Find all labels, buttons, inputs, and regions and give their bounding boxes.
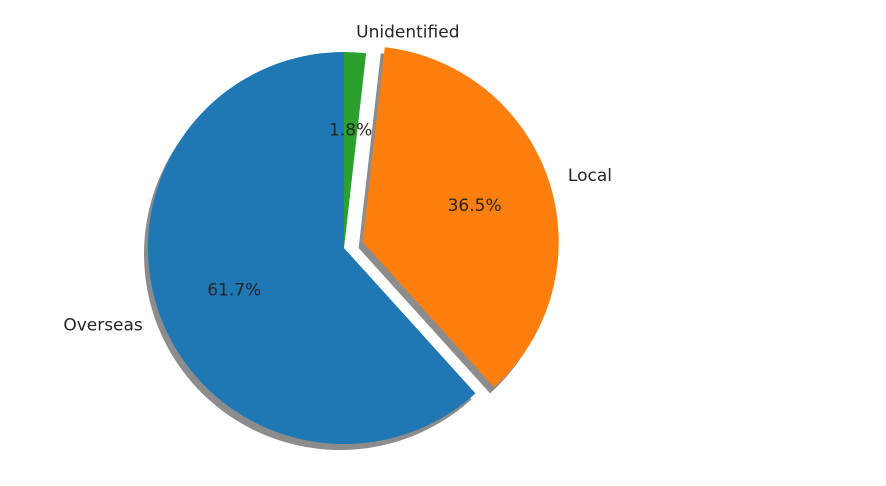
slice-value-overseas: 61.7% [207, 280, 261, 300]
pie-slice-overseas [148, 52, 476, 444]
slice-value-local: 36.5% [448, 196, 502, 216]
slice-label-overseas: Overseas [63, 315, 143, 335]
slice-value-unidentified: 1.8% [329, 121, 372, 141]
pie-labels: Overseas 61.7% Local 36.5% Unidentified 1.8% [63, 23, 612, 336]
slice-label-local: Local [568, 166, 612, 186]
pie-slices [148, 47, 559, 444]
pie-slice-local [362, 47, 559, 388]
slice-label-unidentified: Unidentified [356, 23, 459, 43]
pie-slice-unidentified [344, 52, 367, 248]
